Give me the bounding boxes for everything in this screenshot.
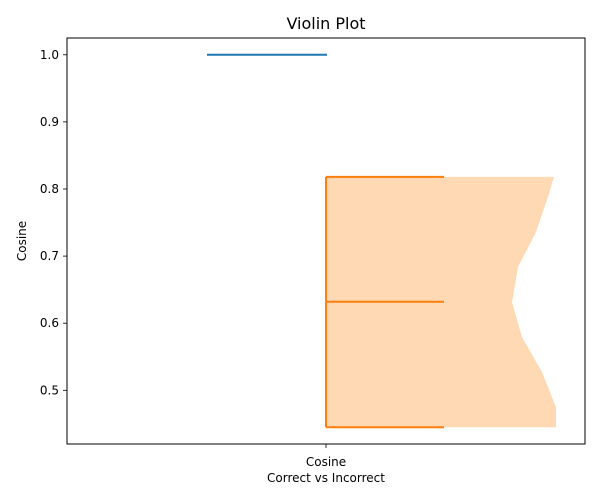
x-tick-label: Cosine	[306, 455, 346, 469]
y-tick-label: 0.8	[40, 182, 59, 196]
y-tick-label: 0.5	[40, 383, 59, 397]
y-axis: 0.5 0.6 0.7 0.8 0.9 1.0	[40, 48, 67, 397]
x-axis-label: Correct vs Incorrect	[267, 471, 385, 485]
chart-title: Violin Plot	[286, 14, 365, 33]
y-tick-label: 1.0	[40, 48, 59, 62]
y-tick-label: 0.7	[40, 249, 59, 263]
violin-body	[444, 176, 556, 428]
y-tick-label: 0.6	[40, 316, 59, 330]
y-axis-label: Cosine	[15, 221, 29, 261]
y-tick-label: 0.9	[40, 115, 59, 129]
